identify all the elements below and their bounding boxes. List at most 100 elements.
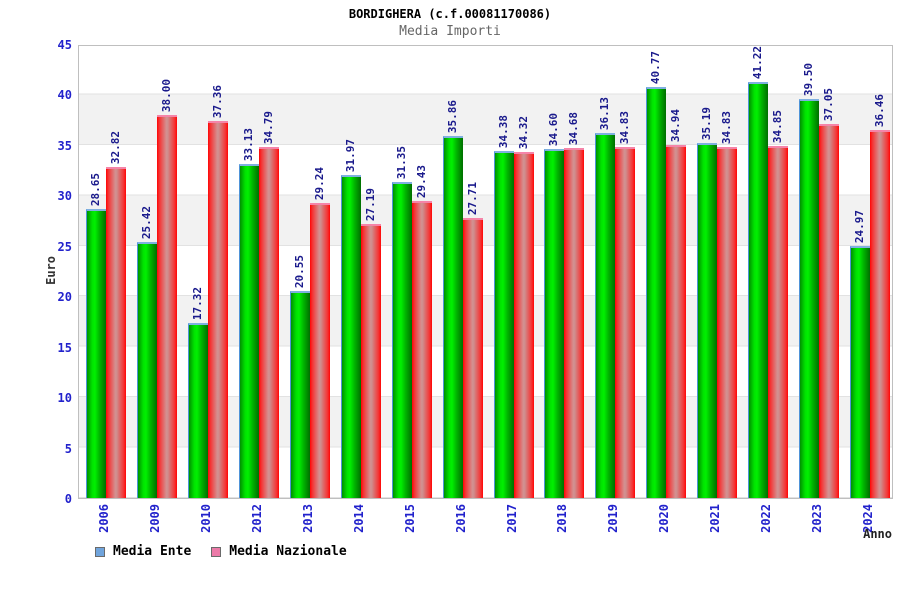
- y-tick-label: 20: [57, 290, 72, 305]
- x-tick-label: 2017: [504, 504, 519, 533]
- bar-media-ente: [238, 164, 259, 498]
- bar-value-label: 38.00: [159, 78, 173, 112]
- bar-value-label: 34.83: [720, 110, 734, 144]
- chart-title: BORDIGHERA (c.f.00081170086): [348, 7, 552, 21]
- bar-media-ente: [850, 246, 871, 498]
- bar-value-label: 36.46: [873, 93, 887, 127]
- bar-value-label: 34.60: [547, 112, 561, 146]
- bar-value-label: 34.85: [771, 109, 785, 143]
- x-tick-label: 2018: [555, 504, 570, 533]
- bar-value-label: 39.50: [802, 62, 816, 96]
- x-axis-title: Anno: [863, 527, 892, 541]
- bar-value-label: 32.82: [109, 130, 122, 164]
- x-tick-label: 2014: [351, 504, 366, 533]
- x-tick-label: 2010: [198, 504, 213, 533]
- bar-media-ente: [697, 143, 718, 498]
- y-tick-label: 5: [64, 441, 72, 456]
- bar-media-nazionale: [819, 124, 840, 498]
- x-tick-label: 2019: [606, 504, 621, 533]
- x-tick-label: 2020: [657, 504, 672, 533]
- bar-value-label: 34.68: [567, 111, 581, 145]
- bar-media-nazionale: [717, 147, 738, 498]
- y-tick-label: 0: [64, 492, 72, 506]
- x-tick-label: 2009: [147, 504, 162, 533]
- legend-label-media-nazionale: Media Nazionale: [229, 544, 347, 559]
- bar-value-label: 34.83: [618, 110, 632, 144]
- bar-value-label: 27.71: [465, 181, 479, 215]
- x-tick-label: 2012: [249, 504, 264, 533]
- bar-value-label: 25.42: [139, 205, 153, 239]
- bar-value-label: 27.19: [363, 187, 377, 221]
- bar-media-ente: [187, 323, 208, 498]
- bar-value-label: 40.77: [649, 50, 663, 84]
- bar-media-nazionale: [309, 203, 330, 498]
- bar-value-label: 33.13: [241, 127, 255, 161]
- legend-swatch-media-nazionale: [211, 546, 222, 557]
- y-tick-label: 10: [57, 391, 72, 406]
- y-tick-label: 35: [57, 138, 72, 153]
- x-axis: 2006 2009 2010 2012 2013 2014 2015 2016 2017 2018…: [78, 502, 893, 540]
- bar-value-label: 34.38: [496, 114, 510, 148]
- bar-value-label: 20.55: [292, 254, 306, 288]
- bar-media-ente: [493, 151, 514, 498]
- y-tick-label: 30: [57, 189, 72, 204]
- x-tick-label: 2023: [810, 504, 825, 533]
- bar-media-ente: [646, 87, 667, 498]
- plot-area: 28.65 32.82 25.42 38.00 17.32 37.36 33.13 34.79…: [78, 45, 893, 499]
- bar-media-ente: [340, 175, 361, 498]
- bar-media-nazionale: [513, 152, 534, 498]
- legend: Media Ente Media Nazionale: [95, 544, 347, 559]
- bar-media-ente: [289, 291, 310, 498]
- bar-value-label: 37.05: [822, 87, 836, 121]
- bar-media-ente: [86, 209, 106, 498]
- y-tick-label: 40: [57, 88, 72, 103]
- bar-value-label: 37.36: [210, 84, 224, 118]
- y-tick-label: 45: [57, 38, 72, 52]
- bar-media-ente: [136, 242, 157, 498]
- bar-value-label: 34.94: [669, 108, 683, 142]
- x-tick-label: 2006: [97, 504, 111, 533]
- bar-media-nazionale: [106, 167, 126, 498]
- bar-value-label: 29.24: [312, 166, 326, 200]
- bar-media-nazionale: [666, 145, 687, 498]
- x-tick-label: 2016: [453, 504, 468, 533]
- bar-media-nazionale: [462, 218, 483, 498]
- bar-media-ente: [544, 149, 565, 498]
- legend-swatch-media-ente: [95, 546, 105, 557]
- bar-media-ente: [442, 136, 463, 498]
- bar-value-label: 35.19: [700, 106, 714, 140]
- bar-media-ente: [391, 182, 412, 498]
- y-tick-label: 25: [57, 239, 72, 254]
- x-tick-label: 2015: [402, 504, 417, 533]
- bar-value-label: 35.86: [445, 99, 459, 133]
- bar-media-ente: [595, 133, 616, 498]
- bar-value-label: 41.22: [751, 45, 765, 79]
- bar-value-label: 34.32: [516, 115, 530, 149]
- bar-media-nazionale: [870, 130, 891, 498]
- bar-media-nazionale: [768, 146, 789, 498]
- bar-value-label: 24.97: [853, 209, 867, 243]
- bar-value-label: 28.65: [89, 172, 102, 206]
- bar-value-label: 36.13: [598, 96, 612, 130]
- bar-value-label: 17.32: [190, 286, 204, 320]
- bar-media-nazionale: [615, 147, 636, 498]
- bar-media-ente: [748, 82, 769, 498]
- bar-media-nazionale: [156, 115, 177, 498]
- chart-subtitle: Media Importi: [399, 24, 501, 39]
- bar-value-label: 31.35: [394, 145, 408, 179]
- bar-media-ente: [799, 99, 820, 498]
- y-axis-title: Euro: [44, 256, 58, 285]
- x-tick-label: 2022: [759, 504, 774, 533]
- y-tick-label: 15: [57, 340, 72, 355]
- bar-media-nazionale: [207, 121, 228, 498]
- bar-value-label: 34.79: [261, 110, 275, 144]
- bar-media-nazionale: [411, 201, 432, 498]
- x-tick-label: 2013: [300, 504, 315, 533]
- x-tick-label: 2021: [708, 504, 723, 533]
- bar-value-label: 31.97: [343, 138, 357, 172]
- bar-media-nazionale: [360, 224, 381, 498]
- bar-value-label: 29.43: [414, 164, 428, 198]
- bar-media-nazionale: [258, 147, 279, 498]
- legend-label-media-ente: Media Ente: [113, 544, 192, 559]
